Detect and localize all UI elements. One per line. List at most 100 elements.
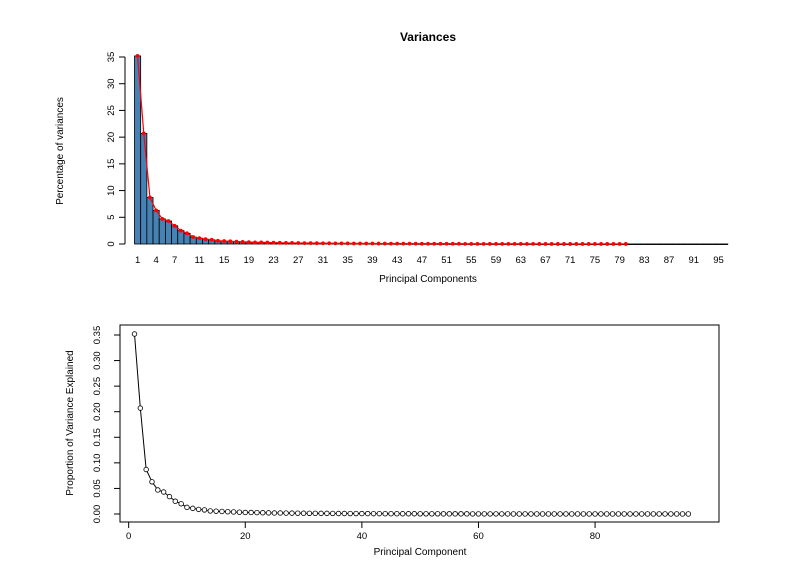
- chart2-point: [604, 511, 610, 517]
- pve-line-chart: Principal Component Proportion of Varian…: [65, 324, 720, 558]
- chart1-trend-point: [376, 241, 381, 246]
- chart2-point: [668, 511, 674, 517]
- chart1-x-tick-label: 27: [293, 255, 304, 266]
- chart1-x-tick-label: 59: [491, 255, 502, 266]
- chart1-trend-point: [494, 241, 498, 246]
- chart1-trend-point: [246, 240, 251, 245]
- chart2-point: [621, 511, 627, 517]
- chart1-trend-point: [574, 242, 579, 246]
- chart2-point: [650, 511, 657, 517]
- chart2-point: [137, 405, 144, 411]
- chart2-point: [166, 493, 173, 500]
- chart1-trend-point: [593, 242, 597, 246]
- chart2-point: [172, 498, 179, 504]
- chart1-trend-point: [290, 241, 294, 245]
- chart1-x-tick-label: 83: [639, 255, 650, 266]
- chart1-bar: [158, 218, 166, 245]
- chart2-point: [522, 511, 528, 517]
- chart1-trend-point: [308, 241, 313, 246]
- chart2-point: [353, 510, 359, 517]
- chart1-trend-point: [537, 242, 542, 246]
- chart1-trend-point: [426, 241, 430, 246]
- chart1-trend-point: [228, 239, 233, 244]
- chart1-title: Variances: [400, 30, 456, 44]
- chart1-trend-point: [358, 241, 362, 246]
- chart2-point: [493, 511, 499, 517]
- chart2-point: [143, 466, 149, 473]
- chart1-trend-point: [216, 238, 220, 243]
- chart1-trend-point: [487, 241, 492, 246]
- chart1-x-tick-label: 63: [515, 255, 526, 266]
- chart2-point: [551, 511, 557, 517]
- chart2-point: [586, 511, 592, 517]
- chart2-y-tick-label: 0.00: [92, 505, 103, 524]
- chart2-x-tick-label: 80: [590, 531, 601, 542]
- chart2-point: [178, 501, 184, 507]
- chart1-x-tick-label: 55: [466, 255, 477, 266]
- chart1-x-tick-label: 4: [153, 255, 158, 266]
- chart1-trend-point: [432, 241, 437, 246]
- chart1-trend-point: [525, 241, 529, 246]
- chart2-point: [149, 479, 155, 485]
- chart1-bar: [628, 243, 636, 245]
- chart1-bar: [690, 243, 698, 245]
- chart1-trend-point: [296, 241, 301, 245]
- chart2-point: [277, 510, 283, 516]
- chart2-point: [394, 510, 400, 517]
- chart2-point: [271, 510, 278, 516]
- chart2-series: [131, 331, 692, 517]
- chart1-x-tick-label: 39: [367, 255, 378, 266]
- chart1-trend-point: [531, 241, 536, 246]
- chart1-bar: [647, 243, 655, 245]
- chart1-bar: [177, 230, 185, 245]
- chart2-point: [388, 510, 394, 517]
- chart2-point: [475, 511, 482, 517]
- chart1-bar: [677, 243, 685, 245]
- chart2-point: [569, 511, 575, 517]
- chart2-point: [528, 511, 534, 517]
- chart1-y-axis: 0 5 10 15 20 25 30 35: [106, 52, 126, 247]
- chart2-point: [359, 510, 365, 517]
- chart1-x-tick-label: 15: [219, 255, 230, 266]
- chart2-point: [195, 506, 202, 513]
- chart1-trend-point: [549, 242, 554, 246]
- chart1-bar: [715, 243, 722, 245]
- chart2-point: [644, 511, 651, 517]
- chart1-trend-point: [599, 242, 603, 246]
- chart2-point: [295, 510, 301, 516]
- chart2-x-axis-label: Principal Component: [374, 547, 467, 558]
- chart1-trend-point: [623, 242, 628, 246]
- chart1-x-axis-label: Principal Components: [379, 274, 477, 285]
- chart1-y-tick-label: 5: [106, 215, 117, 220]
- chart2-point: [365, 510, 371, 517]
- chart1-trend-point: [302, 241, 307, 245]
- chart1-trend-point: [500, 241, 505, 246]
- chart2-y-tick-label: 0.15: [92, 428, 103, 447]
- chart2-point: [469, 511, 476, 517]
- chart2-y-axis: 0.00 0.05 0.10 0.15 0.20 0.25 0.30 0.35: [92, 326, 121, 524]
- chart2-point: [446, 511, 453, 517]
- chart2-point: [557, 511, 563, 517]
- chart1-y-tick-label: 10: [106, 185, 117, 196]
- chart2-point: [464, 511, 470, 517]
- chart2-point: [335, 510, 342, 517]
- chart2-point: [300, 510, 307, 516]
- chart1-trend-point: [605, 242, 610, 246]
- chart1-trend-point: [364, 241, 369, 246]
- chart1-bar: [684, 243, 692, 245]
- chart2-point: [370, 510, 377, 517]
- chart1-trend-point: [463, 241, 468, 246]
- chart2-y-tick-label: 0.10: [92, 454, 103, 473]
- chart2-point: [510, 511, 517, 517]
- chart2-point: [236, 509, 243, 515]
- chart1-x-tick-label: 1: [135, 255, 140, 266]
- chart1-trend-point: [327, 241, 332, 246]
- chart2-point: [131, 331, 138, 337]
- chart1-x-tick-label: 11: [194, 255, 204, 266]
- chart1-trend-point: [568, 242, 573, 246]
- scree-bar-chart: Variances Principal Components Percentag…: [55, 30, 729, 285]
- chart1-x-tick-label: 79: [614, 255, 625, 266]
- chart1-bar: [659, 243, 667, 245]
- chart2-point: [248, 509, 254, 516]
- chart2-point: [545, 511, 552, 517]
